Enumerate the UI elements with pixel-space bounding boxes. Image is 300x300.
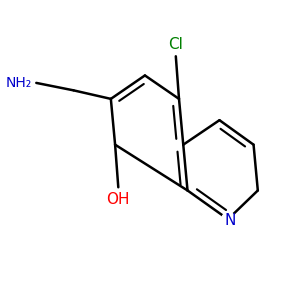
Text: NH₂: NH₂ [6,76,32,90]
Text: Cl: Cl [168,37,183,52]
Text: N: N [224,213,236,228]
Text: OH: OH [106,191,130,206]
